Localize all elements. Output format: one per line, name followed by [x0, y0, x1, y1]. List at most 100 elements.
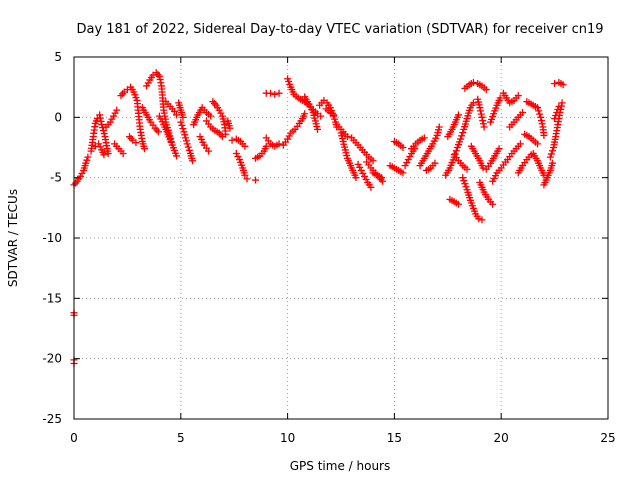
- data-point: [76, 172, 84, 180]
- data-point: [352, 174, 360, 182]
- data-point: [514, 92, 522, 100]
- data-point: [399, 169, 407, 177]
- data-point: [457, 135, 465, 143]
- data-point: [553, 109, 561, 117]
- data-point: [516, 140, 524, 148]
- x-axis-label: GPS time / hours: [290, 459, 391, 473]
- data-point: [462, 183, 470, 191]
- data-point: [180, 128, 188, 136]
- x-tick-label: 25: [600, 431, 615, 445]
- data-point: [267, 89, 275, 97]
- data-point: [479, 120, 487, 128]
- data-point: [489, 200, 497, 208]
- data-point: [144, 79, 152, 87]
- data-point: [519, 109, 527, 117]
- data-point: [154, 128, 162, 136]
- data-point: [538, 120, 546, 128]
- data-point: [78, 169, 86, 177]
- data-point: [140, 145, 148, 153]
- x-tick-label: 5: [177, 431, 185, 445]
- y-tick-label: 5: [54, 50, 62, 64]
- data-point: [477, 110, 485, 118]
- data-point: [99, 127, 107, 135]
- data-point: [404, 156, 412, 164]
- data-point: [181, 131, 189, 139]
- data-point: [535, 107, 543, 115]
- data-point: [479, 164, 487, 172]
- data-point: [155, 72, 163, 80]
- data-point: [104, 150, 112, 158]
- data-point: [548, 159, 556, 167]
- data-point: [241, 142, 249, 150]
- data-point: [476, 104, 484, 112]
- data-point: [451, 150, 459, 158]
- data-point: [106, 118, 114, 126]
- data-point: [96, 143, 104, 151]
- data-point: [403, 159, 411, 167]
- data-point: [399, 144, 407, 151]
- data-point: [478, 216, 486, 224]
- data-point: [96, 111, 104, 119]
- data-point: [177, 118, 185, 126]
- data-point: [554, 105, 562, 113]
- data-point: [179, 113, 187, 121]
- data-point: [143, 82, 151, 90]
- data-point: [108, 115, 116, 123]
- data-point: [100, 151, 108, 159]
- data-point: [548, 147, 556, 155]
- data-point: [482, 86, 490, 94]
- data-point: [459, 129, 467, 137]
- data-point: [182, 137, 190, 145]
- data-point: [469, 78, 477, 86]
- data-point: [360, 172, 368, 180]
- data-point: [243, 175, 251, 183]
- data-point: [97, 117, 105, 125]
- y-tick-label: -10: [42, 231, 62, 245]
- data-point: [431, 159, 439, 167]
- data-point: [362, 175, 370, 183]
- x-tick-label: 20: [494, 431, 509, 445]
- data-point: [475, 215, 483, 223]
- data-point: [536, 110, 544, 118]
- y-axis-label: SDTVAR / TECUs: [6, 189, 20, 287]
- data-point: [555, 102, 563, 110]
- data-point: [301, 110, 309, 118]
- x-tick-label: 15: [387, 431, 402, 445]
- data-point: [252, 176, 260, 184]
- data-point: [435, 123, 443, 131]
- data-point: [477, 107, 485, 115]
- data-point: [463, 165, 471, 173]
- data-point: [406, 153, 414, 161]
- data-point: [226, 124, 234, 132]
- data-point: [546, 153, 554, 161]
- data-point: [331, 115, 339, 123]
- data-point: [228, 136, 236, 144]
- data-point: [537, 117, 545, 125]
- data-point: [454, 200, 462, 208]
- data-point: [113, 106, 121, 114]
- data-points: [70, 69, 567, 367]
- y-tick-label: -20: [42, 352, 62, 366]
- data-point: [205, 147, 213, 155]
- data-point: [330, 111, 338, 119]
- data-point: [84, 153, 92, 161]
- data-point: [215, 106, 223, 114]
- data-point: [96, 114, 104, 122]
- data-point: [173, 152, 181, 160]
- data-point: [534, 104, 542, 112]
- data-point: [480, 123, 488, 131]
- data-point: [495, 145, 503, 153]
- data-point: [157, 79, 165, 87]
- data-point: [558, 99, 566, 107]
- data-point: [189, 157, 197, 165]
- data-point: [207, 112, 215, 120]
- data-point: [454, 111, 462, 119]
- data-point: [241, 171, 249, 179]
- data-point: [284, 135, 292, 143]
- data-point: [95, 140, 103, 148]
- y-tick-label: -25: [42, 412, 62, 426]
- data-point: [98, 121, 106, 129]
- data-point: [271, 90, 279, 98]
